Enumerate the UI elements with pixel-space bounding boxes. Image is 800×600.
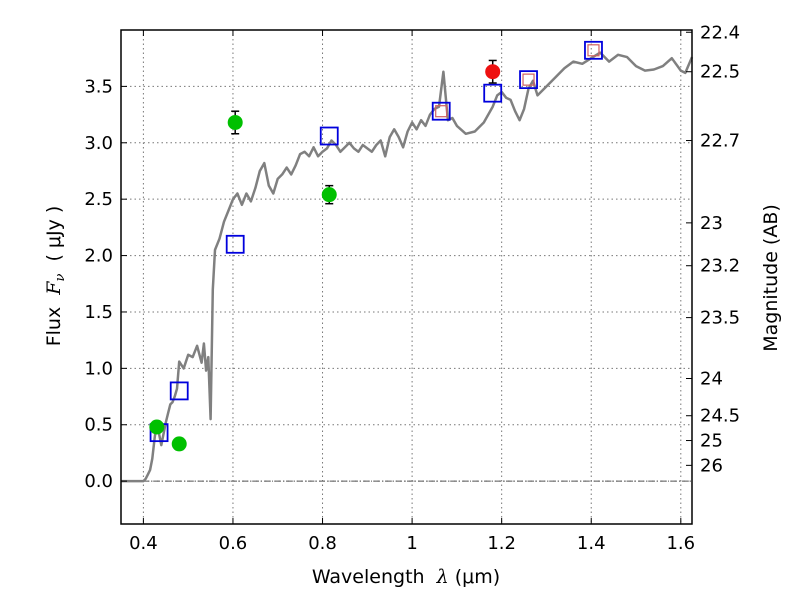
grid-lines — [121, 30, 692, 524]
x-axis-label: Wavelength λ (μm) — [312, 566, 500, 588]
y2-tick-label: 22.5 — [700, 62, 740, 83]
synthetic-square-marker — [483, 83, 503, 103]
synthetic-square-marker — [225, 234, 245, 254]
y2-tick-label: 23.5 — [700, 308, 740, 329]
y-tick-label: 1.5 — [84, 302, 113, 323]
y-tick-label: 0.5 — [84, 415, 113, 436]
inner-square-marker — [435, 105, 448, 118]
x-tick-label: 1.6 — [666, 533, 695, 554]
green-photometry-point — [149, 419, 165, 435]
green-photometry-point — [321, 187, 337, 203]
x-tick-label: 0.8 — [308, 533, 337, 554]
y-tick-label: 2.0 — [84, 246, 113, 267]
y-tick-label: 1.0 — [84, 358, 113, 379]
plot-frame — [120, 29, 693, 525]
synthetic-square-marker — [431, 101, 451, 121]
x-tick-label: 1.2 — [487, 533, 516, 554]
photometry-series — [149, 59, 501, 452]
green-photometry-point — [227, 114, 243, 130]
y2-tick-label: 25 — [700, 431, 723, 452]
inner-square-marker — [522, 73, 535, 86]
synthetic-square-marker — [584, 40, 603, 60]
synthetic-squares-series — [149, 40, 603, 443]
y2-tick-label: 24.5 — [700, 406, 740, 427]
y2-axis-ticks: 22.4 22.5 22.7 23 23.2 23.5 24 24.5 25 26 — [686, 22, 740, 476]
inner-square-marker — [587, 44, 600, 57]
y2-tick-label: 22.7 — [700, 131, 740, 152]
y2-tick-label: 24 — [700, 369, 723, 390]
synthetic-square-marker — [169, 381, 189, 401]
y2-axis-label: Magnitude (AB) — [760, 204, 782, 352]
y-tick-label: 2.5 — [84, 189, 113, 210]
y-axis-ticks: 0.0 0.5 1.0 1.5 2.0 2.5 3.0 3.5 — [84, 76, 127, 492]
y-tick-label: 3.5 — [84, 76, 113, 97]
model-spectrum-line — [121, 51, 694, 483]
y-tick-label: 3.0 — [84, 133, 113, 154]
model-spectrum-series — [121, 51, 694, 483]
x-axis-ticks: 0.4 0.6 0.8 1 1.2 1.4 1.6 — [129, 30, 695, 554]
y2-tick-label: 23.2 — [700, 256, 740, 277]
y2-tick-label: 22.4 — [700, 22, 740, 43]
y2-tick-label: 23 — [700, 213, 723, 234]
x-tick-label: 0.6 — [219, 533, 248, 554]
synthetic-square-marker — [519, 70, 538, 90]
x-tick-label: 1 — [406, 533, 417, 554]
green-photometry-point — [171, 436, 187, 452]
red-photometry-point — [485, 64, 501, 80]
y2-tick-label: 26 — [700, 455, 723, 476]
x-tick-label: 0.4 — [129, 533, 158, 554]
x-tick-label: 1.4 — [577, 533, 606, 554]
y-tick-label: 0.0 — [84, 471, 113, 492]
y-axis-label: Flux Fν ( μJy ) — [43, 206, 68, 347]
inner-squares-series — [435, 44, 600, 118]
synthetic-square-marker — [319, 126, 339, 146]
